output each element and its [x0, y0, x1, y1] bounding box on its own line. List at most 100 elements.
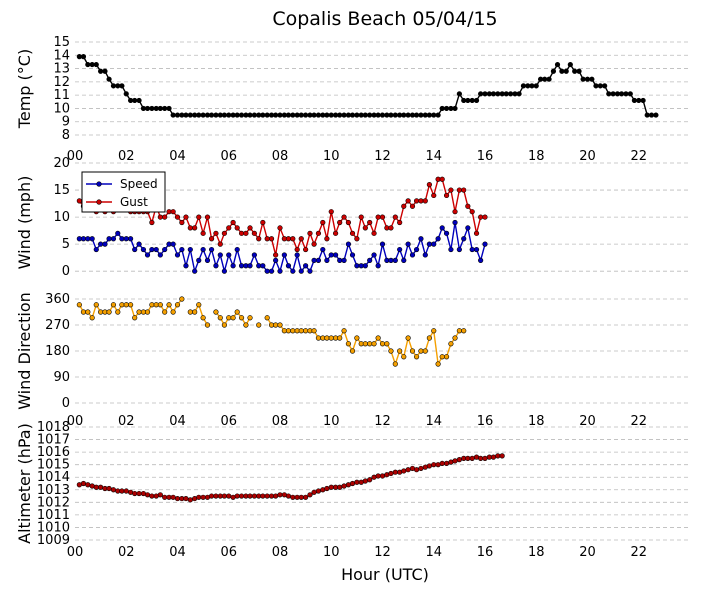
x-tick-label: 02 [118, 414, 135, 429]
data-point [170, 209, 176, 215]
data-point [230, 315, 236, 321]
data-point [221, 493, 227, 499]
data-point [183, 214, 189, 220]
data-point [273, 112, 279, 118]
data-point [379, 214, 386, 220]
x-tick-label: 14 [425, 149, 442, 164]
data-point [208, 246, 215, 253]
data-point [349, 252, 356, 258]
data-point [490, 91, 497, 97]
data-point [119, 83, 125, 89]
data-point [157, 252, 163, 258]
data-point [362, 112, 368, 118]
data-point [315, 335, 322, 341]
data-point [290, 112, 296, 118]
data-point [136, 309, 142, 315]
data-point [580, 76, 586, 82]
data-point [179, 246, 185, 253]
data-point [341, 257, 347, 263]
data-point [187, 225, 193, 231]
y-tick-label: 12 [53, 75, 70, 90]
data-point [277, 112, 283, 118]
data-point [162, 309, 168, 315]
x-tick-label: 20 [579, 149, 596, 164]
x-tick-label: 08 [272, 414, 289, 429]
data-point [183, 495, 189, 502]
data-point [213, 309, 219, 315]
data-point [533, 83, 539, 89]
data-point [435, 361, 441, 367]
data-point [572, 68, 578, 74]
data-point [187, 246, 193, 253]
data-point [443, 105, 450, 112]
legend-box [81, 171, 166, 213]
data-point [98, 309, 104, 315]
series-line-speed [79, 222, 486, 274]
data-point [238, 263, 245, 269]
x-tick-label: 10 [323, 414, 340, 429]
data-point [379, 112, 386, 118]
data-point [328, 112, 334, 118]
x-tick-label: 14 [425, 545, 442, 560]
data-point [204, 214, 211, 220]
data-point [362, 478, 368, 484]
data-point [264, 493, 270, 499]
x-tick-label: 16 [477, 545, 494, 560]
panel-altimeter: 1009101010111012101310141015101610171018… [15, 420, 690, 560]
data-point [337, 484, 343, 490]
series-line-direction [190, 303, 209, 326]
data-point [157, 105, 163, 112]
data-point [443, 192, 450, 199]
x-tick-label: 02 [118, 545, 135, 560]
data-point [443, 354, 450, 360]
data-point [439, 460, 445, 467]
y-tick-label: 1016 [37, 445, 70, 460]
data-point [341, 112, 347, 118]
data-point [409, 252, 416, 258]
data-point [413, 246, 420, 253]
y-tick-label: 14 [53, 48, 70, 63]
data-point [303, 328, 309, 334]
data-point [392, 469, 398, 475]
data-point [170, 309, 176, 315]
data-point [461, 328, 467, 334]
data-point [465, 97, 471, 104]
data-point [397, 246, 403, 253]
data-point [478, 91, 484, 97]
data-point [303, 112, 309, 118]
data-point [247, 315, 253, 321]
data-point [234, 309, 240, 315]
x-axis-label: Hour (UTC) [341, 565, 429, 584]
data-point [405, 198, 411, 204]
data-point [200, 246, 206, 253]
data-point [285, 236, 292, 242]
data-point [623, 91, 629, 97]
data-point [405, 112, 411, 118]
data-point [473, 97, 480, 104]
data-point [80, 236, 87, 242]
data-point [243, 322, 249, 328]
y-tick-label: 360 [45, 292, 70, 307]
data-point [132, 97, 138, 104]
data-point [307, 492, 313, 498]
data-point [230, 263, 236, 269]
data-point [174, 302, 181, 308]
x-tick-label: 06 [220, 149, 237, 164]
x-tick-label: 12 [374, 545, 391, 560]
x-tick-label: 12 [374, 414, 391, 429]
data-point [465, 455, 471, 461]
data-point [273, 252, 279, 258]
data-point [303, 263, 309, 269]
data-point [110, 83, 117, 89]
data-point [221, 112, 227, 118]
data-point [315, 488, 322, 494]
data-point [439, 225, 445, 231]
data-point [324, 485, 330, 492]
data-point [379, 241, 386, 247]
data-point [123, 91, 129, 97]
data-point [179, 296, 185, 302]
data-point [482, 241, 488, 247]
data-point [179, 219, 185, 226]
data-point [653, 112, 659, 118]
data-point [520, 83, 527, 89]
